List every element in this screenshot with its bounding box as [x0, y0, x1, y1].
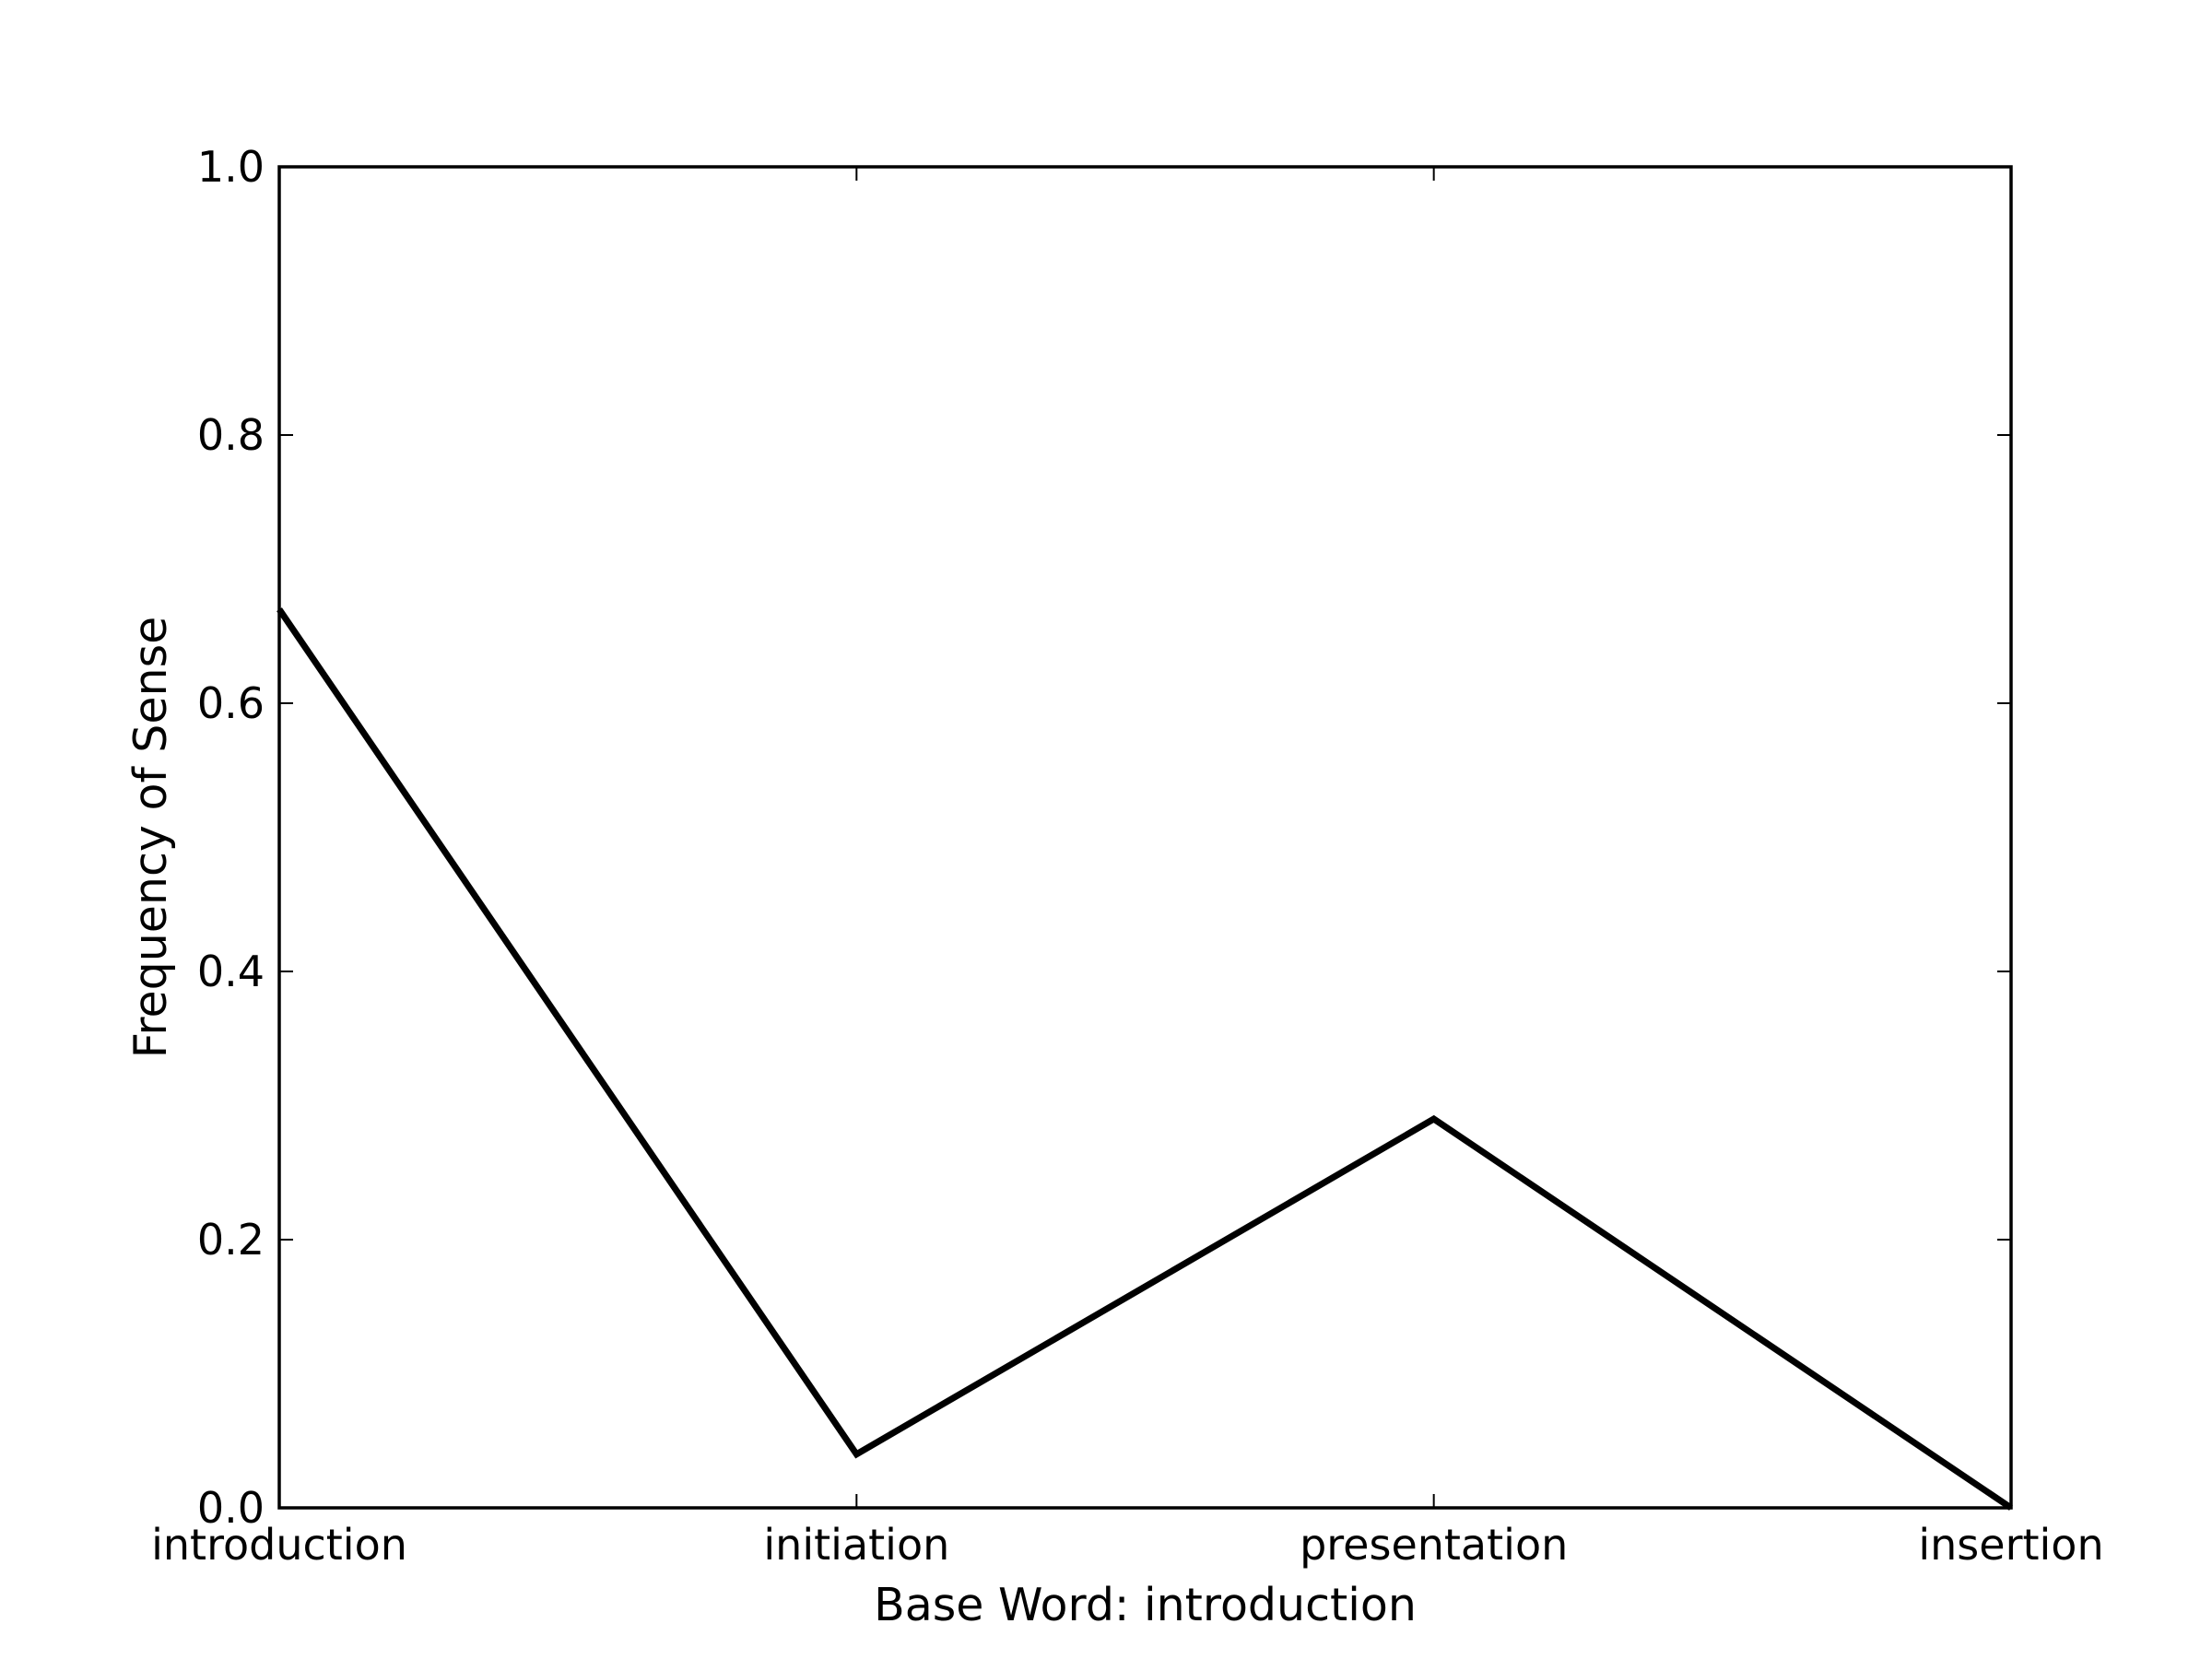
marks-layer	[276, 607, 2013, 1511]
y-tick-label: 0.2	[197, 1215, 265, 1265]
y-tick-label: 1.0	[197, 142, 265, 192]
x-tick-label: introduction	[151, 1520, 407, 1570]
y-tick-label: 0.8	[197, 410, 265, 460]
y-tick-label: 0.4	[197, 947, 265, 996]
x-axis-label: Base Word: introduction	[874, 1579, 1417, 1631]
y-axis-label: Frequency of Sense	[124, 617, 177, 1059]
ticks-layer	[278, 166, 2012, 1509]
x-tick-label: presentation	[1300, 1520, 1568, 1570]
y-tick-label: 0.6	[197, 678, 265, 728]
y-tick-label: 0.0	[197, 1483, 265, 1533]
x-tick-label: initiation	[763, 1520, 949, 1570]
x-tick-label: insertion	[1918, 1520, 2103, 1570]
labels-layer: 0.0 0.2 0.4 0.6 0.8 1.0 introduction initiation…	[151, 142, 2104, 1570]
series-line	[276, 607, 2013, 1511]
plot-frame	[277, 165, 2013, 1510]
